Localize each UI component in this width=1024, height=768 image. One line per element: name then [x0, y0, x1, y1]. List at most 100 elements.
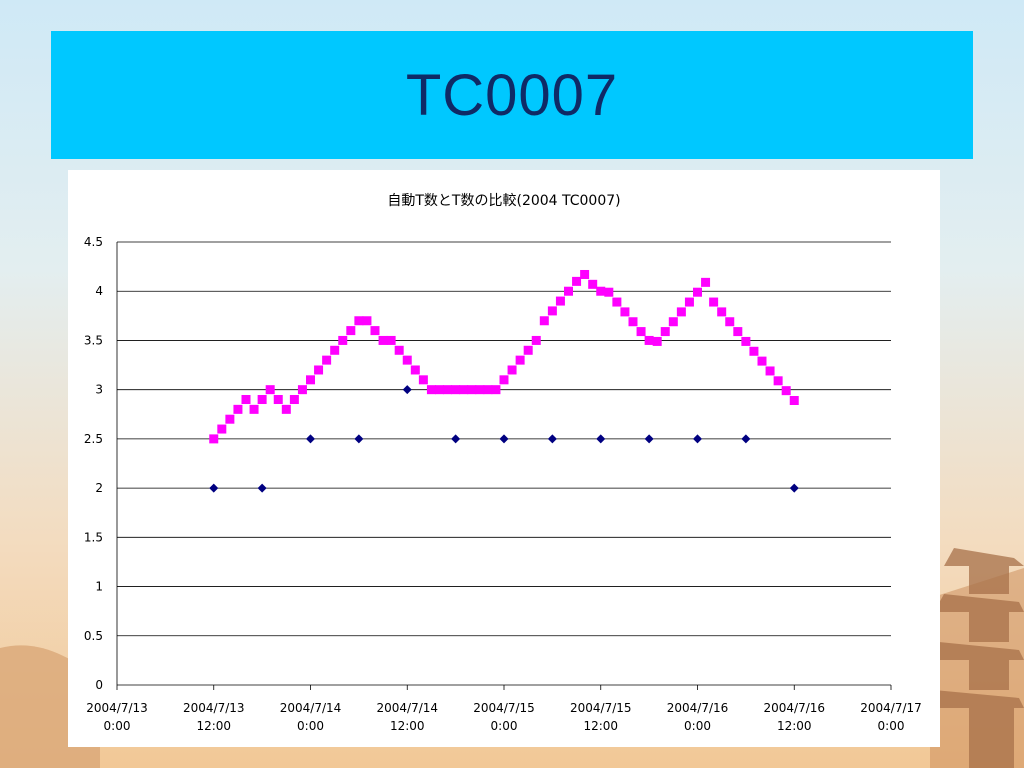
data-point-diamond [596, 434, 606, 444]
data-point-square [717, 307, 727, 317]
data-point-square [426, 385, 436, 395]
data-point-square [612, 297, 622, 307]
data-point-diamond [451, 434, 461, 444]
data-point-square [749, 346, 759, 356]
data-point-square [604, 287, 614, 297]
data-point-square [314, 365, 324, 375]
y-tick-label: 2 [95, 481, 103, 495]
data-point-square [435, 385, 444, 395]
data-point-square [773, 376, 783, 386]
data-point-square [757, 356, 767, 366]
slide-title-bar: TC0007 [51, 31, 973, 159]
y-tick-label: 3.5 [84, 333, 103, 347]
y-tick-label: 0.5 [84, 629, 103, 643]
data-point-square [475, 385, 485, 395]
data-point-square [354, 316, 364, 326]
y-tick-label: 4 [95, 284, 103, 298]
series-2 [209, 385, 799, 493]
data-point-square [346, 326, 356, 336]
data-point-square [281, 404, 291, 414]
data-point-diamond [257, 483, 267, 493]
data-point-square [564, 286, 573, 296]
grid [117, 241, 891, 686]
data-point-square [539, 316, 549, 326]
data-point-square [499, 375, 509, 385]
data-point-square [781, 386, 791, 396]
data-point-square [386, 335, 396, 345]
data-point-square [378, 335, 388, 345]
data-point-square [596, 286, 606, 296]
data-point-square [660, 327, 670, 337]
data-point-square [531, 335, 541, 345]
y-tick-label: 1.5 [84, 530, 103, 544]
data-point-square [523, 345, 533, 355]
data-point-square [322, 355, 332, 365]
data-point-diamond [499, 434, 509, 444]
data-point-square [644, 335, 654, 345]
data-point-square [225, 414, 235, 424]
data-point-square [338, 335, 348, 345]
chart-title: 自動T数とT数の比較(2004 TC0007) [387, 193, 620, 209]
data-point-square [701, 277, 711, 287]
data-point-diamond [354, 434, 364, 444]
slide-title: TC0007 [405, 62, 619, 128]
data-point-square [306, 375, 315, 385]
x-tick-label: 2004/7/17 0:00 [860, 701, 922, 733]
data-point-diamond [402, 385, 412, 395]
data-point-square [370, 326, 380, 336]
data-point-diamond [209, 483, 219, 493]
data-point-square [789, 395, 799, 405]
data-point-square [443, 385, 453, 395]
data-point-square [402, 355, 412, 365]
data-point-square [676, 307, 686, 317]
data-point-square [765, 366, 775, 376]
y-tick-label: 4.5 [84, 235, 103, 249]
data-point-square [507, 365, 517, 375]
data-point-square [289, 395, 299, 405]
data-point-diamond [547, 434, 557, 444]
data-point-square [620, 307, 630, 317]
data-point-square [555, 296, 565, 306]
data-point-square [418, 375, 428, 385]
data-point-square [241, 395, 251, 405]
x-tick-label: 2004/7/13 12:00 [183, 701, 245, 733]
chart-panel: 自動T数とT数の比較(2004 TC0007) 0 0.5 1 1.5 2 2.5 3 3.5… [68, 170, 940, 747]
data-point-square [693, 287, 702, 297]
data-point-square [628, 317, 638, 327]
data-point-square [209, 434, 219, 444]
axes: 0 0.5 1 1.5 2 2.5 3 3.5 4 4.5 2004/7/13 0:00 2004/7/… [84, 235, 922, 733]
data-point-square [588, 279, 598, 289]
data-point-square [257, 395, 267, 405]
pagoda-silhouette [924, 548, 1024, 768]
y-tick-label: 1 [95, 580, 103, 594]
data-point-square [233, 404, 243, 414]
x-tick-label: 2004/7/15 0:00 [473, 701, 535, 733]
data-point-square [668, 317, 678, 327]
data-point-square [459, 385, 469, 395]
data-point-diamond [789, 483, 799, 493]
data-point-square [684, 297, 694, 307]
x-tick-label: 2004/7/13 0:00 [86, 701, 148, 733]
data-point-square [273, 395, 283, 405]
data-point-diamond [306, 434, 315, 444]
data-point-square [547, 306, 557, 316]
data-point-square [636, 327, 646, 337]
x-tick-label: 2004/7/15 12:00 [570, 701, 632, 733]
data-point-square [394, 345, 404, 355]
data-point-square [741, 336, 751, 346]
plot-area [209, 269, 799, 493]
data-point-square [652, 336, 662, 346]
series-1 [209, 269, 799, 444]
x-tick-label: 2004/7/16 0:00 [667, 701, 729, 733]
data-point-square [709, 297, 719, 307]
y-tick-label: 2.5 [84, 432, 103, 446]
data-point-square [249, 404, 259, 414]
data-point-square [483, 385, 493, 395]
data-point-square [217, 424, 227, 434]
data-point-square [572, 276, 582, 286]
x-tick-label: 2004/7/14 12:00 [376, 701, 438, 733]
data-point-square [265, 385, 275, 395]
x-tick-label: 2004/7/14 0:00 [280, 701, 342, 733]
data-point-square [410, 365, 420, 375]
data-point-square [362, 316, 372, 326]
